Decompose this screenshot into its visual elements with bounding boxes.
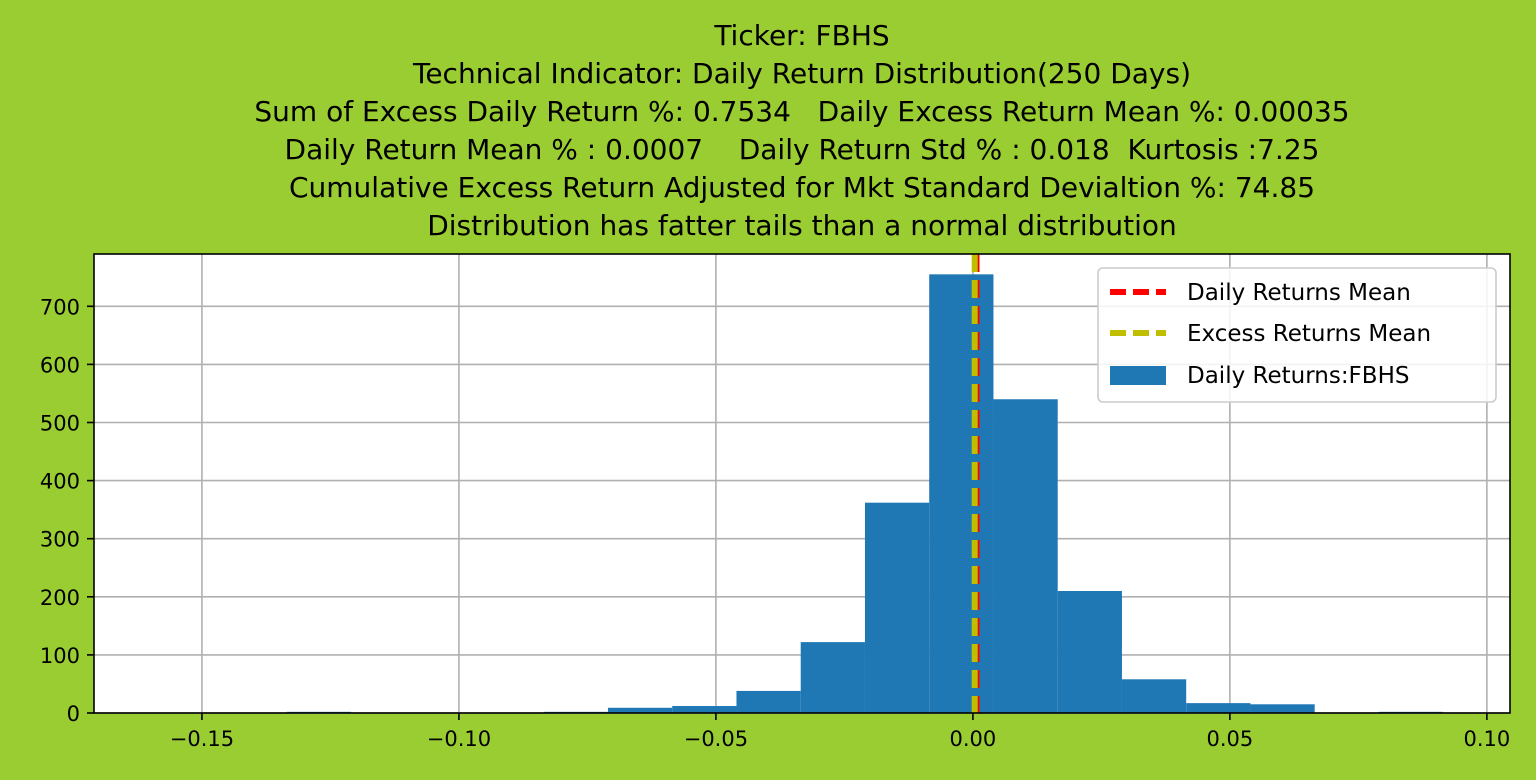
histogram-bar [1057,590,1122,713]
title-line-5: Cumulative Excess Return Adjusted for Mk… [289,171,1315,204]
histogram-bar [800,642,865,713]
legend-box [1097,267,1497,403]
y-tick-label: 500 [40,411,80,435]
histogram-bar [736,690,801,713]
y-axis: 0 100 200 300 400 500 600 700 [40,295,94,726]
legend-label: Daily Returns:FBHS [1187,363,1409,389]
plot-frame [93,253,1511,714]
legend-label: Daily Returns Mean [1187,280,1411,306]
title-line-6: Distribution has fatter tails than a nor… [427,209,1177,242]
chart-title: Ticker: FBHS Technical Indicator: Daily R… [254,19,1349,242]
title-line-2: Technical Indicator: Daily Return Distri… [412,57,1191,90]
y-tick-label: 400 [40,470,80,494]
legend: Daily Returns Mean Excess Returns Mean Dai… [1097,267,1497,403]
legend-label: Excess Returns Mean [1187,321,1431,347]
x-tick-label: −0.15 [170,727,234,751]
histogram-bar [1250,704,1315,713]
histogram-bar [1121,679,1187,713]
histogram-bar [864,502,930,713]
histogram-bars [286,274,1444,713]
legend-patch-swatch [1110,366,1166,385]
title-line-3: Sum of Excess Daily Return %: 0.7534 Dai… [254,95,1349,128]
x-tick-label: 0.05 [1207,727,1254,751]
x-tick-label: −0.10 [427,727,491,751]
histogram-bar [993,399,1058,713]
y-tick-label: 300 [40,528,80,552]
title-line-1: Ticker: FBHS [713,19,889,52]
x-tick-label: 0.10 [1463,727,1510,751]
x-tick-label: −0.05 [684,727,748,751]
x-tick-label: 0.00 [950,727,997,751]
histogram-bar [607,707,673,713]
histogram-bar [672,706,737,713]
histogram-bar [929,274,994,713]
y-tick-label: 200 [40,586,80,610]
histogram-bar [1186,703,1251,713]
y-tick-label: 0 [67,702,80,726]
y-tick-label: 100 [40,644,80,668]
title-line-4: Daily Return Mean % : 0.0007 Daily Retur… [285,133,1320,166]
y-tick-label: 700 [40,295,80,319]
x-axis: −0.15 −0.10 −0.05 0.00 0.05 0.10 [170,713,1510,751]
y-tick-label: 600 [40,353,80,377]
